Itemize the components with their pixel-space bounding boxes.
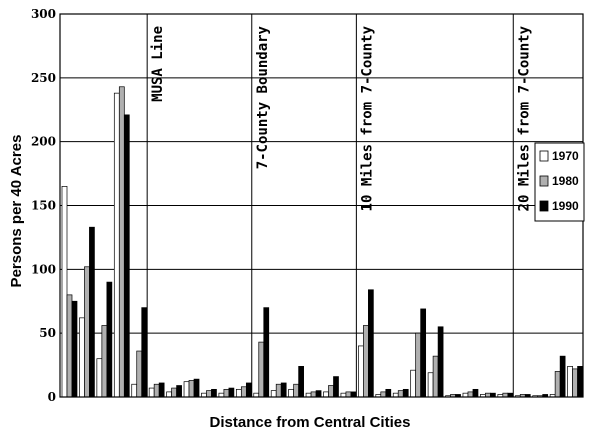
bar-1970-group-4 (113, 92, 120, 398)
bar-1990-group-3 (106, 281, 113, 398)
bar-1970-group-6 (148, 387, 155, 398)
bar-1990-group-14 (298, 366, 304, 398)
bar-1980-group-11 (240, 386, 247, 398)
bar-1990-group-1 (71, 300, 78, 398)
y-tick-label-300: 300 (31, 7, 56, 21)
y-tick-label-200: 200 (31, 135, 56, 149)
bar-1980-group-1 (66, 294, 73, 398)
bar-1980-group-20 (397, 390, 404, 398)
bar-1980-group-12 (258, 341, 265, 398)
bar-1980-group-5 (136, 350, 143, 398)
bar-1990-group-29 (559, 355, 566, 398)
bar-1980-group-7 (171, 387, 177, 398)
boundary-lines (146, 14, 514, 397)
bar-1980-group-6 (153, 383, 160, 398)
bar-1990-group-18 (368, 289, 374, 398)
bar-1970-group-5 (131, 383, 138, 398)
legend-label-1980: 1980 (552, 174, 579, 188)
boundary-label-4: 20 Miles from 7-County (516, 25, 532, 211)
bar-1990-group-11 (245, 382, 252, 398)
legend-swatch-1970 (539, 150, 549, 162)
bar-1980-group-17 (345, 391, 352, 398)
bar-1980-group-22 (432, 355, 439, 398)
bar-1970-group-18 (358, 345, 364, 398)
bar-1970-group-11 (235, 388, 242, 398)
bar-1980-group-2 (84, 266, 90, 398)
bar-1990-group-13 (280, 382, 287, 398)
bar-1990-group-9 (211, 388, 217, 398)
bar-1990-group-12 (263, 307, 270, 398)
bar-1990-group-16 (333, 376, 339, 398)
bar-1980-group-15 (310, 391, 317, 398)
bar-1970-group-14 (288, 388, 294, 398)
bar-1980-group-13 (275, 383, 282, 398)
y-tick-labels: 0 50 100 150 200 250 300 (31, 7, 56, 404)
y-tick-label-0: 0 (48, 390, 56, 404)
boundary-label-2: 7-County Boundary (255, 25, 271, 169)
y-tick-label-50: 50 (39, 326, 56, 340)
bar-1980-group-10 (223, 388, 230, 398)
y-tick-label-250: 250 (31, 71, 56, 85)
bar-1980-group-4 (118, 86, 125, 398)
bar-1990-group-5 (141, 307, 148, 398)
bar-1980-group-24 (467, 391, 474, 398)
bar-1970-group-22 (427, 372, 434, 398)
bar-1970-group-21 (410, 369, 417, 398)
bar-1990-group-17 (350, 391, 357, 398)
x-axis-title: Distance from Central Cities (210, 414, 411, 431)
bar-1980-group-8 (188, 380, 195, 398)
bar-1990-group-4 (123, 114, 130, 398)
bar-1980-group-14 (293, 383, 299, 398)
bar-1990-group-7 (176, 385, 182, 398)
bar-1990-group-24 (472, 388, 479, 398)
bar-1990-group-20 (402, 388, 409, 398)
legend-label-1970: 1970 (552, 149, 579, 163)
bar-1970-group-2 (79, 317, 85, 398)
bar-1990-group-8 (193, 378, 200, 398)
bar-1970-group-1 (61, 186, 68, 398)
bar-1980-group-19 (380, 391, 387, 398)
bar-1980-group-21 (415, 332, 422, 398)
boundary-label-1: MUSA Line (150, 26, 166, 102)
bar-1980-group-16 (328, 385, 334, 398)
y-tick-label-150: 150 (31, 199, 56, 213)
bar-1990-group-10 (228, 387, 235, 398)
bar-1970-group-3 (96, 358, 103, 398)
bar-1970-group-30 (567, 366, 573, 398)
y-axis-title: Persons per 40 Acres (8, 135, 25, 288)
bar-1970-group-16 (323, 391, 329, 398)
bar-1980-group-30 (572, 368, 578, 398)
bar-1980-group-9 (206, 390, 212, 398)
bar-1970-group-8 (183, 381, 190, 398)
bar-1990-group-15 (315, 390, 322, 398)
gridlines (60, 13, 583, 398)
bar-1970-group-7 (166, 391, 172, 398)
y-tick-label-100: 100 (31, 262, 56, 276)
boundary-labels: MUSA Line 7-County Boundary 10 Miles from … (150, 25, 532, 211)
bar-1980-group-3 (101, 325, 108, 398)
legend: 1970 1980 1990 (534, 142, 585, 222)
bar-1980-group-29 (554, 371, 561, 398)
legend-label-1990: 1990 (552, 199, 579, 213)
bar-marks (61, 86, 583, 398)
bar-1990-group-2 (89, 226, 95, 398)
boundary-label-3: 10 Miles from 7-County (359, 25, 375, 211)
legend-swatch-1980 (539, 175, 549, 187)
bar-1990-group-19 (385, 388, 392, 398)
legend-swatch-1990 (539, 200, 549, 212)
bar-1990-group-30 (577, 366, 583, 398)
bar-1970-group-13 (270, 390, 277, 398)
bar-1990-group-22 (437, 326, 444, 398)
bar-1990-group-21 (420, 308, 427, 398)
bar-1980-group-18 (363, 325, 369, 398)
bar-1990-group-6 (158, 382, 165, 398)
